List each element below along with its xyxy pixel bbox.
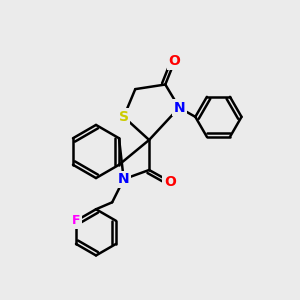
Text: F: F	[72, 214, 80, 227]
Text: O: O	[169, 54, 181, 68]
Text: O: O	[164, 175, 176, 188]
Text: S: S	[119, 110, 129, 124]
Text: N: N	[118, 172, 130, 186]
Text: N: N	[173, 100, 185, 115]
